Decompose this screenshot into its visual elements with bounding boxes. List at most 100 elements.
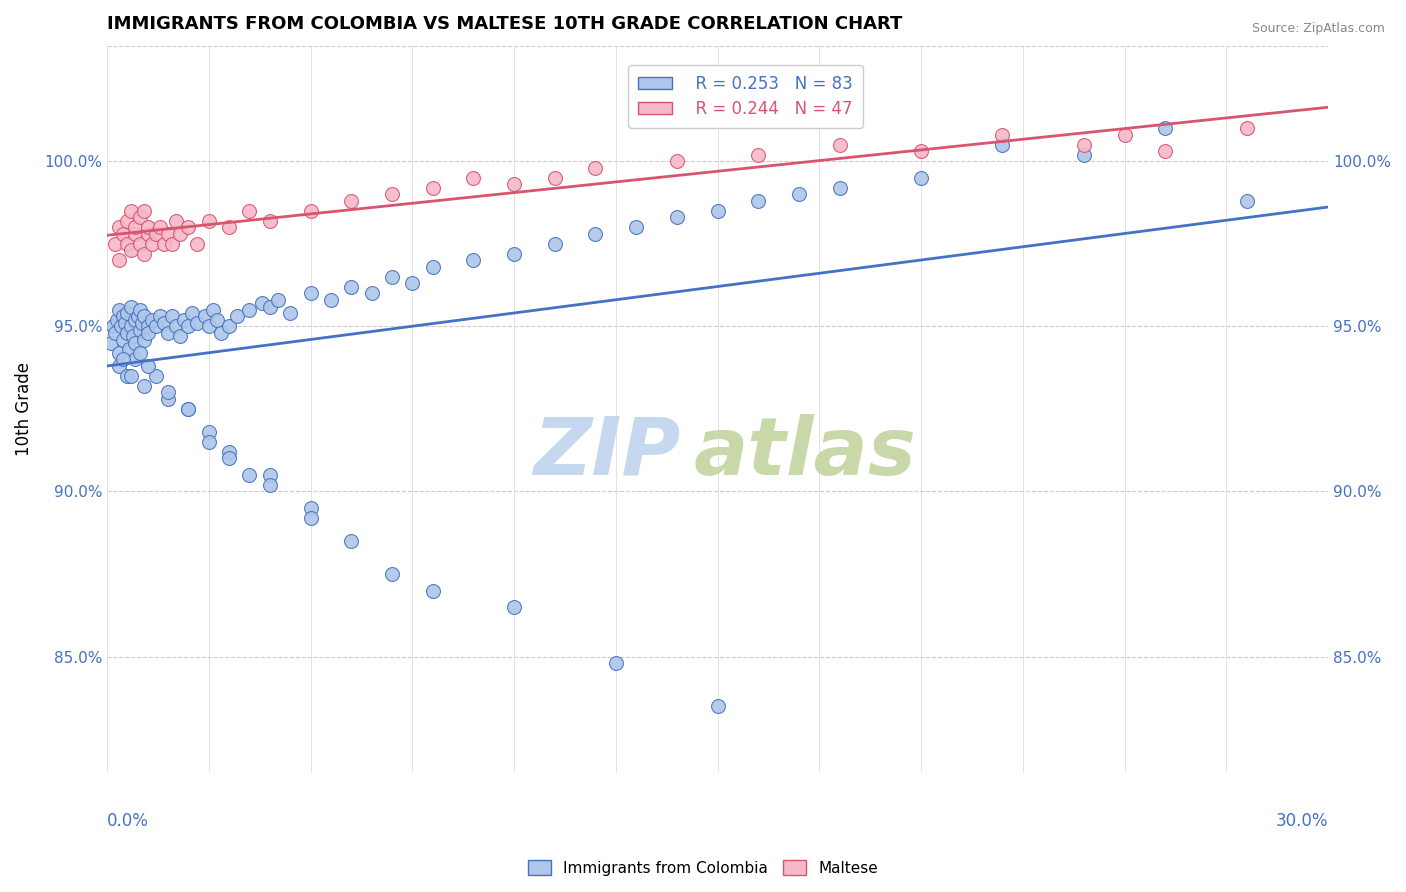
- Point: [583, 161, 606, 175]
- Point: [128, 345, 150, 359]
- Point: [503, 246, 526, 260]
- Point: [544, 236, 567, 251]
- Point: [108, 253, 131, 268]
- Point: [186, 316, 208, 330]
- Point: [787, 187, 810, 202]
- Point: [422, 583, 444, 598]
- Point: [1154, 121, 1177, 136]
- Point: [259, 478, 281, 492]
- Text: Source: ZipAtlas.com: Source: ZipAtlas.com: [1251, 22, 1385, 36]
- Point: [665, 211, 688, 225]
- Point: [299, 511, 322, 525]
- Point: [157, 385, 180, 400]
- Y-axis label: 10th Grade: 10th Grade: [15, 362, 32, 456]
- Point: [828, 137, 851, 152]
- Point: [503, 600, 526, 615]
- Point: [132, 379, 155, 393]
- Point: [259, 300, 281, 314]
- Point: [124, 312, 146, 326]
- Point: [118, 343, 141, 357]
- Point: [278, 306, 301, 320]
- Point: [128, 302, 150, 317]
- Point: [238, 467, 260, 482]
- Point: [122, 329, 145, 343]
- Text: IMMIGRANTS FROM COLOMBIA VS MALTESE 10TH GRADE CORRELATION CHART: IMMIGRANTS FROM COLOMBIA VS MALTESE 10TH…: [107, 15, 903, 33]
- Point: [105, 312, 128, 326]
- Point: [177, 401, 200, 416]
- Point: [218, 319, 240, 334]
- Point: [108, 302, 131, 317]
- Point: [624, 220, 647, 235]
- Point: [181, 306, 204, 320]
- Point: [605, 656, 627, 670]
- Point: [145, 227, 167, 241]
- Point: [112, 333, 135, 347]
- Point: [124, 227, 146, 241]
- Point: [201, 302, 224, 317]
- Point: [112, 352, 135, 367]
- Point: [218, 451, 240, 466]
- Point: [149, 220, 172, 235]
- Point: [128, 211, 150, 225]
- Point: [665, 154, 688, 169]
- Point: [238, 203, 260, 218]
- Point: [177, 401, 200, 416]
- Point: [132, 310, 155, 324]
- Point: [153, 236, 176, 251]
- Point: [169, 227, 191, 241]
- Point: [463, 253, 485, 268]
- Point: [197, 213, 219, 227]
- Point: [381, 187, 404, 202]
- Point: [100, 335, 122, 350]
- Point: [197, 434, 219, 449]
- Point: [141, 312, 163, 326]
- Point: [177, 220, 200, 235]
- Point: [112, 227, 135, 241]
- Point: [340, 279, 363, 293]
- Point: [108, 359, 131, 373]
- Point: [1154, 145, 1177, 159]
- Point: [108, 345, 131, 359]
- Point: [101, 319, 124, 334]
- Point: [197, 319, 219, 334]
- Point: [205, 312, 228, 326]
- Point: [259, 213, 281, 227]
- Point: [1236, 194, 1258, 208]
- Point: [112, 310, 135, 324]
- Point: [149, 310, 172, 324]
- Point: [706, 699, 728, 714]
- Point: [197, 425, 219, 439]
- Point: [157, 392, 180, 406]
- Point: [117, 306, 139, 320]
- Point: [132, 203, 155, 218]
- Text: ZIP: ZIP: [533, 414, 681, 491]
- Point: [114, 316, 136, 330]
- Point: [131, 316, 153, 330]
- Point: [706, 203, 728, 218]
- Point: [250, 296, 273, 310]
- Point: [124, 220, 146, 235]
- Point: [157, 227, 180, 241]
- Point: [991, 128, 1014, 142]
- Point: [124, 352, 146, 367]
- Point: [104, 326, 127, 340]
- Point: [117, 368, 139, 383]
- Point: [910, 145, 932, 159]
- Point: [1236, 121, 1258, 136]
- Point: [141, 236, 163, 251]
- Point: [401, 277, 423, 291]
- Point: [583, 227, 606, 241]
- Point: [259, 467, 281, 482]
- Point: [136, 326, 159, 340]
- Point: [136, 220, 159, 235]
- Point: [360, 286, 382, 301]
- Point: [747, 194, 769, 208]
- Point: [145, 319, 167, 334]
- Legend:   R = 0.253   N = 83,   R = 0.244   N = 47: R = 0.253 N = 83, R = 0.244 N = 47: [628, 65, 863, 128]
- Point: [1073, 137, 1095, 152]
- Text: 30.0%: 30.0%: [1275, 812, 1329, 830]
- Text: atlas: atlas: [693, 414, 915, 491]
- Point: [110, 319, 132, 334]
- Point: [340, 194, 363, 208]
- Point: [160, 310, 183, 324]
